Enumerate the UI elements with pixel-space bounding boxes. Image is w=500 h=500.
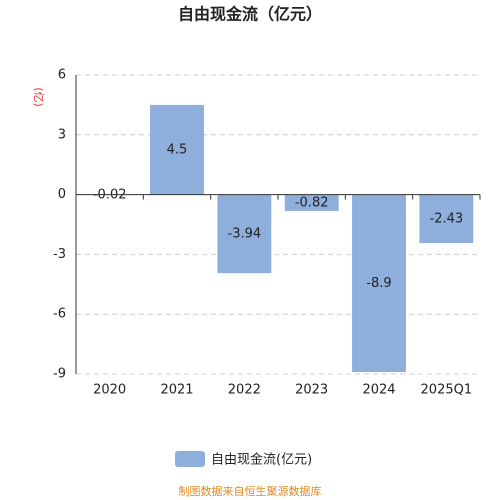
- value-label: -0.82: [295, 195, 329, 210]
- bar: [284, 194, 339, 211]
- bar: [150, 104, 204, 195]
- bar: [419, 194, 474, 244]
- y-tick-label: -3: [53, 247, 66, 262]
- legend-label: 自由现金流(亿元): [211, 452, 312, 468]
- value-label: -8.9: [366, 276, 391, 291]
- x-tick-label: 2021: [160, 383, 193, 398]
- y-tick-label: 3: [58, 127, 66, 142]
- x-tick-label: 2025Q1: [421, 383, 473, 398]
- bar: [217, 194, 272, 274]
- value-label: -2.43: [430, 211, 464, 226]
- y-tick-label: 6: [58, 68, 66, 83]
- legend-swatch: [175, 451, 205, 467]
- y-tick-label: 0: [58, 187, 66, 202]
- y-tick-label: -9: [53, 367, 66, 382]
- x-tick-label: 2020: [93, 383, 126, 398]
- x-tick-label: 2024: [362, 383, 395, 398]
- x-tick-label: 2023: [295, 383, 328, 398]
- value-label: 4.5: [167, 142, 188, 157]
- value-label: -3.94: [228, 226, 262, 241]
- chart-title: 自由现金流（亿元）: [178, 5, 322, 24]
- footer: 制图数据来自恒生聚源数据库: [179, 484, 322, 498]
- bar: [352, 194, 406, 373]
- y-axis-label: (亿): [32, 87, 45, 107]
- x-tick-label: 2022: [228, 383, 261, 398]
- y-tick-label: -6: [53, 307, 66, 322]
